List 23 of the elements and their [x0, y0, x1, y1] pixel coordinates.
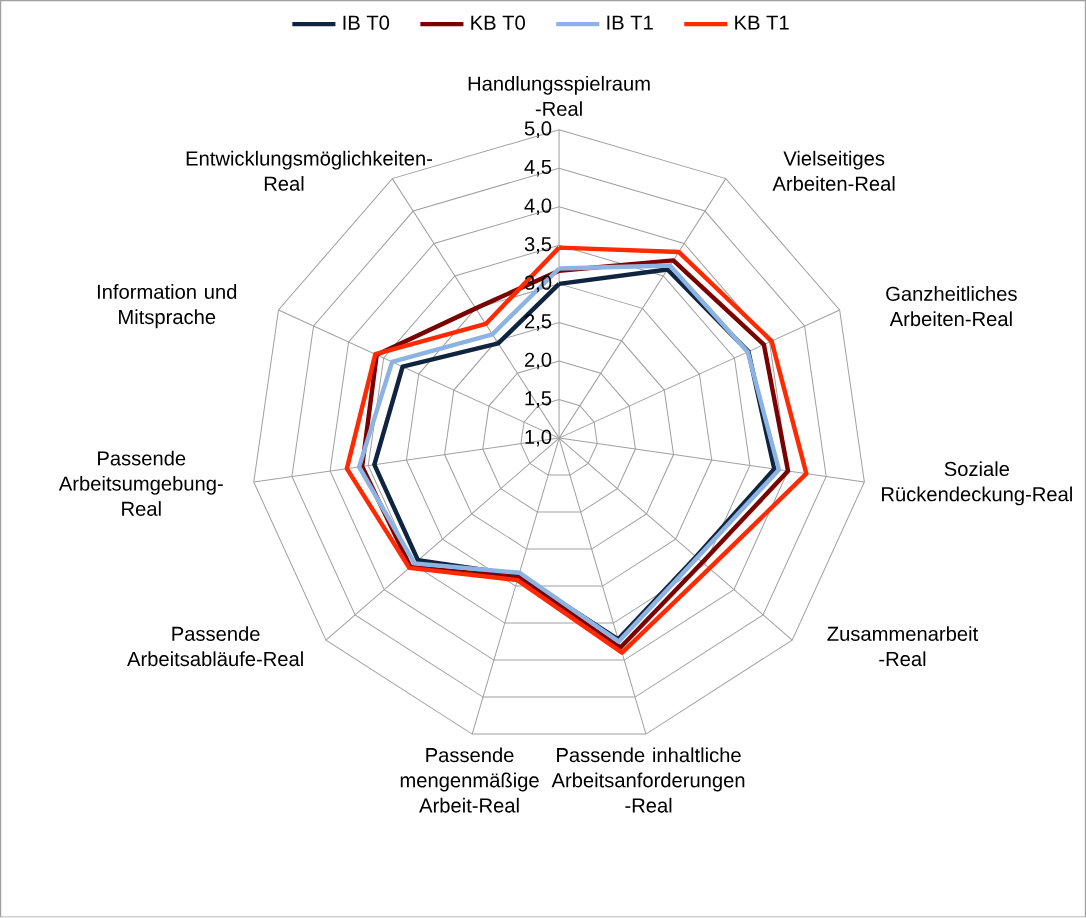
spoke-label: Vielseitiges Arbeiten-Real	[772, 151, 895, 192]
spoke-label: Passende Arbeitsumgebung-Real	[58, 450, 223, 517]
y-tick-label: 2,0	[524, 352, 552, 370]
spoke-label: Passende inhaltliche Arbeitsanforderungen -Real	[551, 747, 745, 813]
spoke-label: Zusammenarbeit -Real	[827, 626, 979, 667]
y-tick-label: 5,0	[524, 121, 552, 139]
legend-label: KB T0	[471, 15, 525, 31]
spoke-label: Passende Arbeitsabläufe-Real	[127, 626, 303, 667]
spoke-label: Handlungsspielraum -Real	[468, 76, 650, 117]
y-tick-label: 4,5	[524, 160, 552, 177]
spoke-label: Soziale Rückendeckung-Real	[882, 461, 1072, 506]
y-tick-label: 3,5	[524, 237, 552, 254]
legend-label: IB T1	[607, 15, 653, 30]
y-tick-label: 1,5	[525, 391, 552, 408]
y-tick-label: 4,0	[524, 198, 552, 216]
spoke-label: Passende mengenmäßige Arbeit-Real	[400, 747, 539, 813]
spoke-label: Information und Mitsprache	[97, 284, 237, 329]
spoke-label: Ganzheitliches Arbeiten-Real	[886, 286, 1017, 327]
legend-label: IB T0	[343, 15, 390, 31]
y-tick-label: 2,5	[524, 314, 552, 331]
y-tick-label: 1,0	[525, 429, 552, 447]
legend-label: KB T1	[735, 15, 789, 30]
spoke-label: Entwicklungsmöglichkeiten-Real	[186, 151, 433, 192]
